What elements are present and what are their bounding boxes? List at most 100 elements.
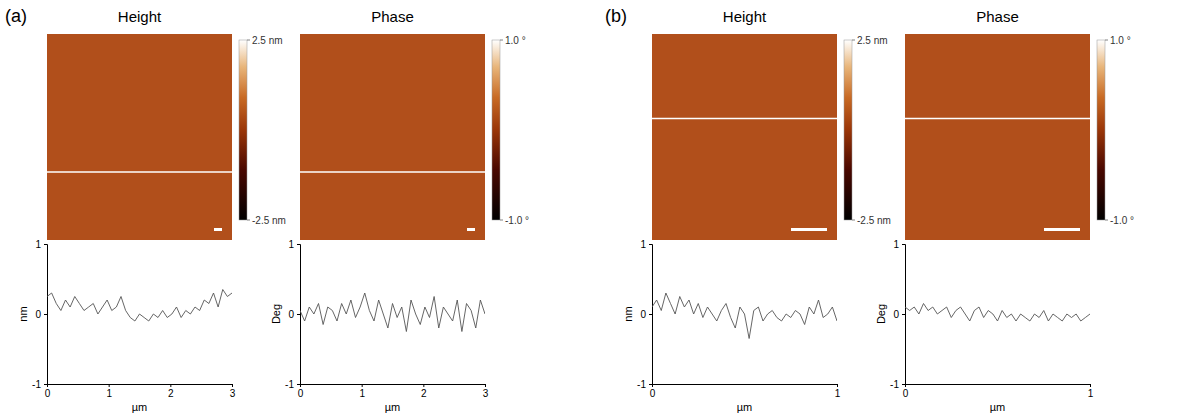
profile-line — [652, 293, 837, 339]
tick-label: 1 — [35, 239, 41, 250]
colorbar — [239, 40, 247, 220]
plot-area — [905, 304, 1090, 322]
tick-mark — [649, 384, 652, 385]
tick-label: 2 — [168, 388, 174, 399]
tick: 1 — [288, 239, 300, 250]
tick: 0 — [650, 384, 656, 399]
tick: 2 — [168, 384, 174, 399]
tick-label: -1 — [890, 379, 899, 390]
axis-line — [48, 385, 233, 388]
tick-label: 1 — [288, 239, 294, 250]
tick-mark — [649, 244, 652, 245]
colorbar — [492, 40, 500, 220]
tick-label: 0 — [288, 309, 294, 320]
profile-position — [300, 171, 485, 173]
panel: (b)Height2.5 nm-2.5 nm01-101µmnm — [605, 6, 891, 413]
colorbar-tick — [1105, 220, 1108, 221]
tick-label: -1 — [637, 379, 646, 390]
afm-image — [652, 34, 837, 240]
tick-mark — [44, 384, 47, 385]
y-axis-title: nm — [622, 306, 634, 321]
scale-bar — [791, 228, 827, 231]
axis-line — [902, 245, 906, 385]
x-axis-title: µm — [990, 401, 1006, 413]
tick-mark — [297, 244, 300, 245]
scale-bar — [1044, 228, 1080, 231]
tick-label: 0 — [893, 309, 899, 320]
tick-mark — [297, 314, 300, 315]
afm-image — [47, 34, 232, 240]
profile-position — [905, 118, 1090, 120]
colorbar-tick — [500, 220, 503, 221]
afm-image — [905, 34, 1090, 240]
panel: (a)Height2.5 nm-2.5 nm0123-101µmnm — [5, 6, 286, 413]
x-axis: 01 — [903, 384, 1094, 399]
profile-position — [47, 171, 232, 173]
tick-mark — [297, 384, 300, 385]
tick-label: 0 — [903, 388, 909, 399]
y-axis: -101 — [32, 239, 47, 390]
tick: -1 — [890, 379, 905, 390]
tick-mark — [362, 384, 363, 387]
plot-area — [300, 293, 485, 332]
x-axis-title: µm — [737, 401, 753, 413]
tick: -1 — [285, 379, 300, 390]
tick-mark — [902, 244, 905, 245]
colorbar-tick — [247, 220, 250, 221]
x-axis: 0123 — [45, 384, 236, 399]
tick-label: 1 — [1088, 388, 1094, 399]
tick-mark — [44, 314, 47, 315]
colorbar-tick — [852, 40, 855, 41]
y-axis-title: Deg — [270, 304, 282, 324]
colorbar-tick — [247, 40, 250, 41]
tick-mark — [232, 384, 233, 387]
tick-label: 0 — [650, 388, 656, 399]
tick-mark — [170, 384, 171, 387]
tick: 1 — [35, 239, 47, 250]
colorbar — [1097, 40, 1105, 220]
tick-label: 0 — [35, 309, 41, 320]
x-axis-title: µm — [132, 401, 148, 413]
plot-area — [47, 290, 232, 322]
panel-title: Phase — [371, 8, 414, 25]
colorbar-label: 1.0 ° — [505, 35, 526, 46]
tick: 2 — [421, 384, 427, 399]
axis-line — [906, 385, 1091, 388]
tick-label: 3 — [230, 388, 236, 399]
tick-label: 1 — [835, 388, 841, 399]
profile-plot: 01-101µmnm — [622, 239, 841, 413]
panel: Phase1.0 °-1.0 °0123-101µmDeg — [270, 8, 529, 413]
colorbar — [844, 40, 852, 220]
axis-line — [297, 245, 301, 385]
panel-title: Height — [723, 8, 767, 25]
colorbar-label: -1.0 ° — [1110, 215, 1134, 226]
tick-label: 1 — [359, 388, 365, 399]
scale-bar — [467, 228, 475, 231]
tick: -1 — [637, 379, 652, 390]
figure: (a)Height2.5 nm-2.5 nm0123-101µmnmPhase1… — [0, 0, 1178, 419]
colorbar-label: -2.5 nm — [857, 215, 891, 226]
profile-plot: 01-101µmDeg — [875, 239, 1094, 413]
profile-position — [652, 118, 837, 120]
tick-label: 3 — [483, 388, 489, 399]
tick-label: -1 — [285, 379, 294, 390]
afm-image — [300, 34, 485, 240]
panel-letter: (b) — [605, 6, 627, 26]
tick: 1 — [359, 384, 365, 399]
tick: 0 — [640, 309, 652, 320]
colorbar-tick — [852, 220, 855, 221]
profile-line — [300, 293, 485, 332]
tick-label: 0 — [45, 388, 51, 399]
plot-area — [652, 293, 837, 339]
y-axis-title: Deg — [875, 304, 887, 324]
tick-mark — [423, 384, 424, 387]
axis-line — [649, 245, 653, 385]
tick: 0 — [298, 384, 304, 399]
tick-label: 0 — [298, 388, 304, 399]
scale-bar — [214, 228, 222, 231]
tick-mark — [837, 384, 838, 387]
x-axis: 01 — [650, 384, 841, 399]
colorbar-label: 2.5 nm — [252, 35, 283, 46]
tick: 1 — [640, 239, 652, 250]
tick-mark — [649, 314, 652, 315]
